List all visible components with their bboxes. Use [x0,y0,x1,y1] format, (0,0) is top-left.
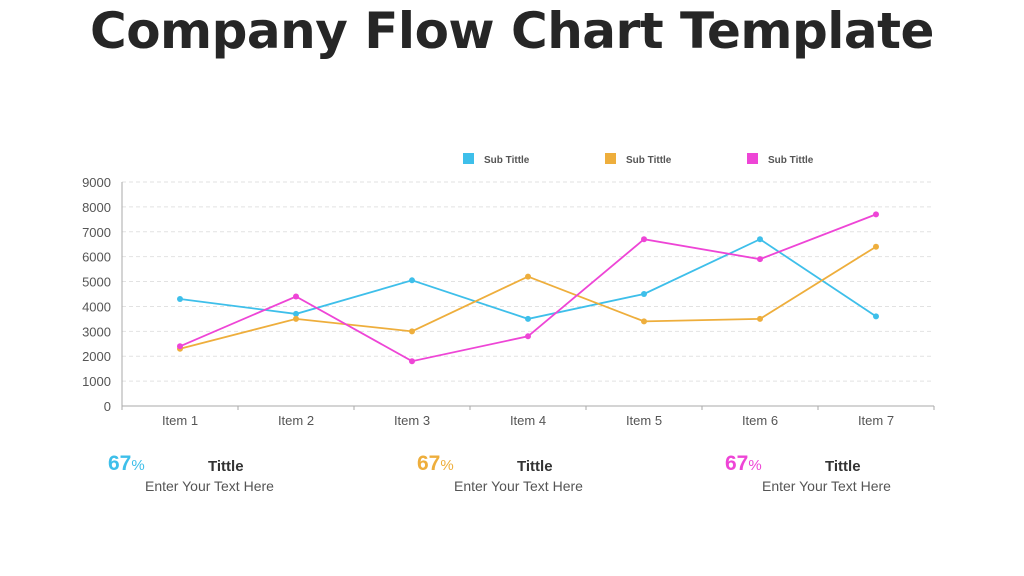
x-tick-label: Item 1 [162,413,198,428]
stat-text: Enter Your Text Here [454,478,583,494]
data-point [177,295,183,302]
legend-swatch [605,153,616,164]
data-point [641,318,647,325]
y-tick-label: 2000 [82,349,111,364]
data-point [293,315,299,322]
data-point [641,236,647,243]
legend-swatch [747,153,758,164]
data-point [641,291,647,297]
legend-swatch [463,153,474,164]
y-tick-label: 9000 [82,175,111,190]
x-tick-label: Item 2 [278,413,314,428]
y-tick-label: 1000 [82,374,111,389]
data-point [757,315,763,322]
stat-percent: 67% [417,452,454,475]
stat-block-2: 67% Tittle Enter Your Text Here [417,450,717,500]
legend-label: Sub Tittle [768,155,814,166]
y-tick-label: 3000 [82,324,111,339]
y-tick-label: 6000 [82,250,111,265]
data-point [757,256,763,263]
stat-title: Tittle [517,458,553,475]
data-point [873,313,879,320]
data-point [409,328,415,335]
data-point [873,243,879,250]
data-point [525,333,531,340]
data-point [525,273,531,280]
y-tick-label: 5000 [82,275,111,290]
x-tick-label: Item 7 [858,413,894,428]
data-point [177,343,183,350]
stat-block-3: 67% Tittle Enter Your Text Here [725,450,1024,500]
y-tick-label: 0 [104,399,111,414]
stat-text: Enter Your Text Here [762,478,891,494]
x-tick-label: Item 5 [626,413,662,428]
stat-text: Enter Your Text Here [145,478,274,494]
y-tick-label: 8000 [82,200,111,215]
page-title: Company Flow Chart Template [90,2,934,60]
data-point [409,358,415,365]
x-tick-label: Item 3 [394,413,430,428]
stat-percent: 67% [725,452,762,475]
y-tick-label: 7000 [82,225,111,240]
x-tick-label: Item 6 [742,413,778,428]
y-tick-label: 4000 [82,299,111,314]
stat-title: Tittle [208,458,244,475]
stat-title: Tittle [825,458,861,475]
stat-percent: 67% [108,452,145,475]
legend-label: Sub Tittle [484,155,530,166]
data-point [293,293,299,300]
data-point [293,310,299,317]
legend-label: Sub Tittle [626,155,672,166]
data-point [525,315,531,322]
data-point [757,236,763,243]
stat-block-1: 67% Tittle Enter Your Text Here [108,450,408,500]
x-tick-label: Item 4 [510,413,546,428]
data-point [873,211,879,218]
data-point [409,277,415,284]
